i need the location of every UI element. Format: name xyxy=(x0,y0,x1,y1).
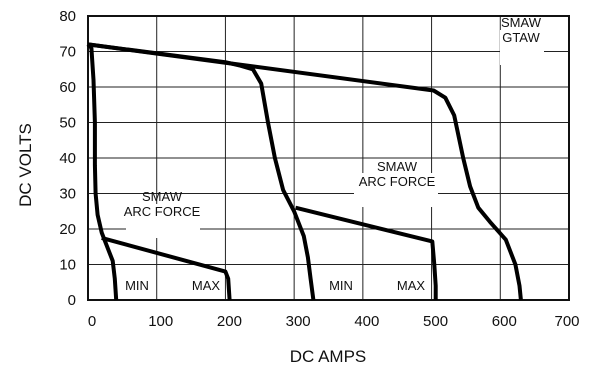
x-tick-label: 700 xyxy=(554,313,579,330)
annotation-text: SMAW xyxy=(142,189,183,204)
y-tick-label: 40 xyxy=(59,150,76,167)
annotation-max-right: MAX xyxy=(396,278,426,296)
y-tick-label: 30 xyxy=(59,186,76,203)
y-axis-title: DC VOLTS xyxy=(16,123,35,207)
y-tick-label: 70 xyxy=(59,44,76,61)
annotation-background xyxy=(500,30,544,65)
annotation-text: ARC FORCE xyxy=(124,204,201,219)
x-tick-label: 100 xyxy=(148,313,173,330)
curve-3 xyxy=(87,42,523,301)
plot-frame xyxy=(87,15,570,301)
annotation-text: SMAW xyxy=(377,159,418,174)
x-tick-label: 300 xyxy=(286,313,311,330)
y-tick-label: 50 xyxy=(59,115,76,132)
annotation-text: MAX xyxy=(192,278,221,293)
y-tick-label: 80 xyxy=(59,8,76,25)
annotation-text: MIN xyxy=(329,278,353,293)
annotation-min-right: MIN xyxy=(328,278,356,296)
annotation-text: SMAW xyxy=(501,15,542,30)
curve-5 xyxy=(295,205,438,300)
curve-1 xyxy=(86,43,119,301)
annotation-background xyxy=(192,280,222,296)
annotation-background xyxy=(124,280,152,296)
x-axis-title: DC AMPS xyxy=(290,347,367,366)
y-tick-label: 10 xyxy=(59,257,76,274)
annotation-background xyxy=(126,204,200,238)
y-tick-label: 0 xyxy=(68,292,76,309)
x-tick-label: 500 xyxy=(423,313,448,330)
x-tick-label: 0 xyxy=(88,313,96,330)
y-tick-labels: 0 10 20 30 40 50 60 70 80 xyxy=(59,8,76,309)
annotation-text: MIN xyxy=(125,278,149,293)
x-tick-labels: 0 100 200 300 400 500 600 700 xyxy=(88,313,580,330)
annotation-min-left: MIN xyxy=(124,278,152,296)
annotation-text: ARC FORCE xyxy=(359,174,436,189)
annotation-text: MAX xyxy=(397,278,426,293)
x-tick-label: 600 xyxy=(492,313,517,330)
volt-amp-curves xyxy=(86,42,523,301)
y-tick-label: 20 xyxy=(59,221,76,238)
curve-2 xyxy=(87,42,316,301)
annotation-text: GTAW xyxy=(502,30,540,45)
x-tick-label: 200 xyxy=(217,313,242,330)
curve-4 xyxy=(101,235,232,301)
y-tick-label: 60 xyxy=(59,79,76,96)
annotation-background xyxy=(354,173,438,207)
grid-lines xyxy=(88,16,569,300)
x-tick-label: 400 xyxy=(354,313,379,330)
annotation-max-left: MAX xyxy=(192,278,222,296)
annotation-background xyxy=(328,280,356,296)
annotation-background xyxy=(396,280,426,296)
